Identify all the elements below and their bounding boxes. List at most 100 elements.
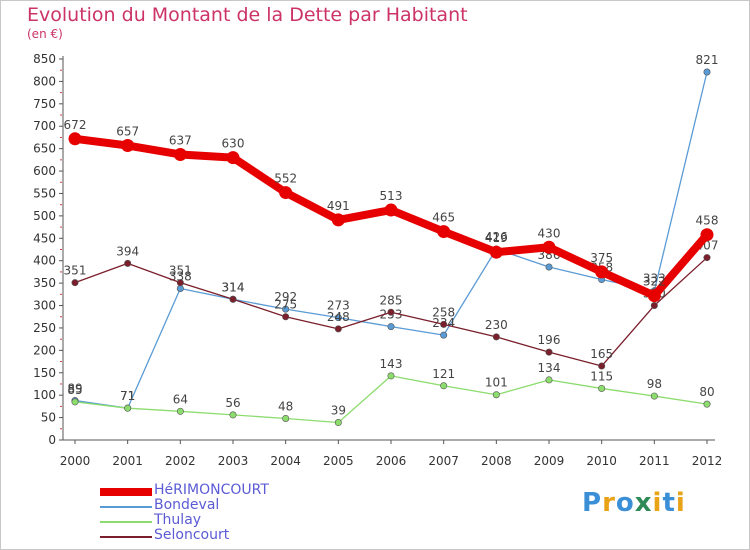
x-tick-label: 2011 [639, 454, 670, 468]
y-tick-label: 800 [33, 74, 56, 88]
y-tick-label: 700 [33, 119, 56, 133]
proxiti-logo: Proxiti [582, 488, 686, 518]
data-point [71, 398, 79, 406]
data-point [703, 254, 711, 262]
data-label: 39 [331, 404, 346, 418]
y-tick-label: 550 [33, 186, 56, 200]
data-point [226, 151, 240, 165]
x-tick-label: 2006 [376, 454, 407, 468]
data-point [437, 225, 451, 239]
data-label: 71 [120, 389, 135, 403]
data-label: 375 [590, 251, 613, 265]
data-point [279, 186, 293, 200]
y-tick-label: 450 [33, 231, 56, 245]
legend-item: Bondeval [100, 497, 360, 514]
data-label: 419 [485, 231, 508, 245]
data-point [387, 372, 395, 380]
data-label: 292 [274, 290, 297, 304]
legend-swatch [100, 535, 152, 538]
data-point [703, 400, 711, 408]
data-point [334, 325, 342, 333]
data-point [121, 139, 135, 153]
data-label: 637 [169, 133, 192, 147]
data-label: 275 [274, 298, 297, 312]
data-label: 48 [278, 399, 293, 413]
chart-legend: HéRIMONCOURT Bondeval Thulay Seloncourt [100, 482, 360, 544]
data-label: 821 [696, 53, 719, 67]
x-tick-label: 2009 [534, 454, 565, 468]
data-label: 134 [538, 361, 561, 375]
x-tick-label: 2008 [481, 454, 512, 468]
data-label: 394 [116, 244, 139, 258]
y-tick-label: 350 [33, 276, 56, 290]
data-label: 430 [538, 226, 561, 240]
data-label: 333 [643, 272, 666, 286]
data-point [68, 132, 82, 146]
data-label: 101 [485, 376, 508, 390]
data-label: 552 [274, 172, 297, 186]
data-point [595, 265, 609, 279]
data-label: 121 [432, 367, 455, 381]
y-tick-label: 400 [33, 254, 56, 268]
data-label: 465 [432, 211, 455, 225]
legend-label: Seloncourt [154, 527, 230, 543]
y-tick-label: 650 [33, 142, 56, 156]
data-point [176, 407, 184, 415]
data-label: 657 [116, 125, 139, 139]
logo-letter: o [615, 488, 635, 518]
data-point [229, 411, 237, 419]
x-tick-label: 2000 [60, 454, 91, 468]
data-label: 230 [485, 318, 508, 332]
data-point [598, 362, 606, 370]
logo-letter: t [662, 488, 676, 518]
data-label: 351 [64, 264, 87, 278]
logo-letter: i [652, 488, 663, 518]
data-label: 80 [699, 385, 714, 399]
y-tick-label: 150 [33, 366, 56, 380]
data-label: 314 [222, 280, 245, 294]
data-point [440, 382, 448, 390]
data-point [176, 284, 184, 292]
data-point [173, 147, 187, 161]
data-label: 248 [327, 310, 350, 324]
y-tick-label: 850 [33, 52, 56, 66]
data-label: 115 [590, 369, 613, 383]
data-point [387, 308, 395, 316]
legend-swatch [100, 520, 152, 523]
x-tick-label: 2012 [692, 454, 723, 468]
data-point [440, 331, 448, 339]
y-tick-label: 750 [33, 97, 56, 111]
y-tick-label: 50 [41, 411, 56, 425]
y-tick-label: 300 [33, 299, 56, 313]
x-tick-label: 2001 [112, 454, 143, 468]
data-label: 196 [538, 333, 561, 347]
data-label: 513 [380, 189, 403, 203]
x-tick-label: 2007 [428, 454, 459, 468]
data-point [282, 414, 290, 422]
data-point [492, 391, 500, 399]
y-tick-label: 250 [33, 321, 56, 335]
chart-title: Evolution du Montant de la Dette par Hab… [27, 4, 468, 26]
x-tick-label: 2003 [218, 454, 249, 468]
data-point [331, 213, 345, 227]
data-label: 71 [120, 389, 135, 403]
data-label: 630 [222, 137, 245, 151]
data-label: 351 [169, 264, 192, 278]
data-point [703, 68, 711, 76]
data-label: 143 [380, 357, 403, 371]
data-point [489, 245, 503, 259]
legend-item: Seloncourt [100, 527, 360, 544]
legend-item: Thulay [100, 512, 360, 529]
data-point [700, 228, 714, 242]
data-point [650, 392, 658, 400]
data-label: 85 [67, 383, 82, 397]
legend-swatch [100, 487, 152, 496]
y-tick-label: 200 [33, 343, 56, 357]
data-point [229, 295, 237, 303]
data-point [384, 203, 398, 217]
data-label: 165 [590, 347, 613, 361]
data-label: 458 [696, 214, 719, 228]
data-label: 426 [485, 230, 508, 244]
logo-letter: x [634, 488, 653, 518]
